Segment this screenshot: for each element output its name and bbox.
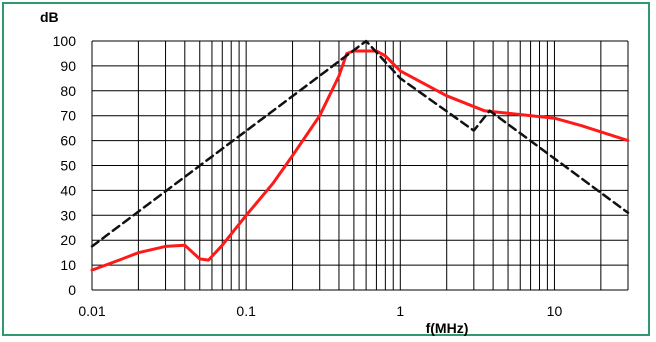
x-tick-label: 10 <box>547 303 563 319</box>
series-group <box>90 39 630 272</box>
y-tick-label: 0 <box>68 282 76 298</box>
y-tick-label: 30 <box>60 207 76 223</box>
y-tick-label: 40 <box>60 182 76 198</box>
chart-frame <box>2 2 650 336</box>
y-tick-label: 50 <box>60 158 76 174</box>
series-dashed-line <box>90 39 630 248</box>
y-tick-label: 100 <box>53 33 77 49</box>
x-tick-labels: 0.01 0.1 1 10 <box>78 303 562 319</box>
y-tick-label: 90 <box>60 58 76 74</box>
y-tick-label: 60 <box>60 133 76 149</box>
x-axis-label: f(MHz) <box>426 320 469 336</box>
y-tick-label: 70 <box>60 108 76 124</box>
y-axis-label: dB <box>40 9 59 25</box>
y-tick-label: 10 <box>60 257 76 273</box>
y-tick-labels: 0 10 20 30 40 50 60 70 80 90 100 <box>53 33 77 298</box>
x-tick-label: 0.1 <box>236 303 256 319</box>
x-tick-label: 0.01 <box>78 303 105 319</box>
y-tick-label: 20 <box>60 232 76 248</box>
y-tick-label: 80 <box>60 83 76 99</box>
grid <box>91 40 629 291</box>
x-tick-label: 1 <box>396 303 404 319</box>
